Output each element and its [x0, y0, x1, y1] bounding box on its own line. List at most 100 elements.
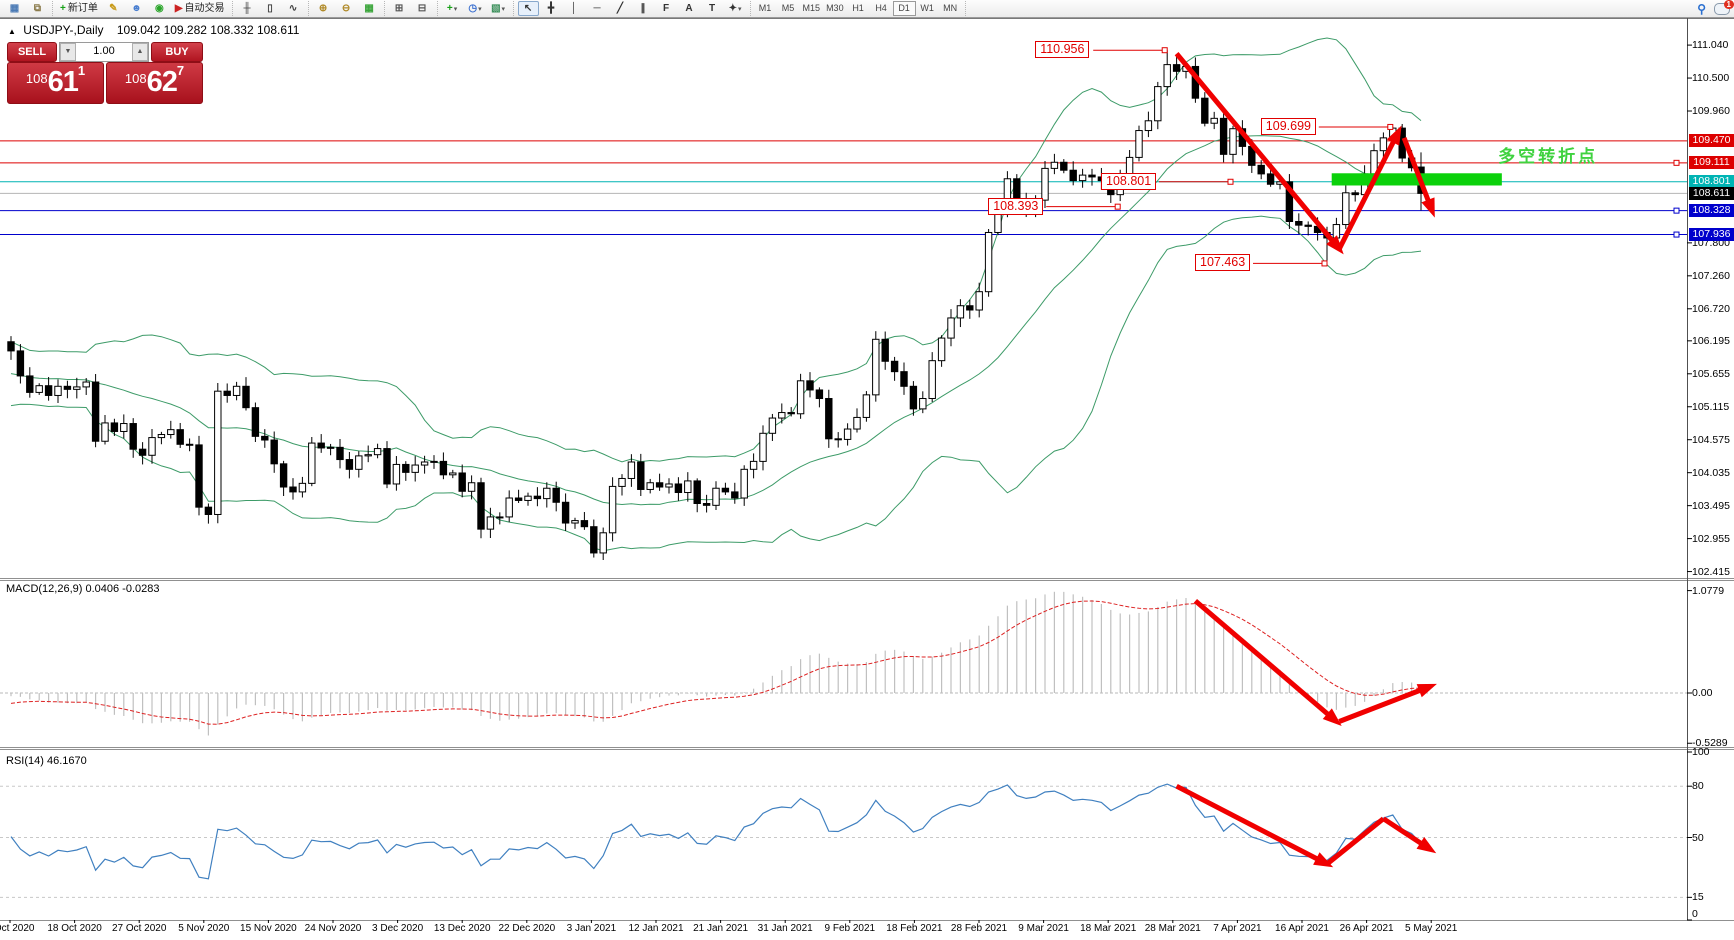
bar-chart-icon[interactable]: ╫ — [237, 1, 258, 16]
one-click-trading-panel: SELL ▼ 1.00 ▲ BUY 108611 108627 — [7, 42, 203, 104]
toolbar-group: + 新订单 ✎ ☻ ◉ ▶ 自动交易 — [53, 1, 233, 16]
dropdown-caret-icon[interactable]: ▾ — [737, 6, 742, 13]
date-tick-label: 13 Dec 2020 — [433, 923, 491, 934]
timeframe-m5[interactable]: M5 — [781, 3, 795, 13]
trendline-icon[interactable]: ╱ — [610, 1, 631, 16]
profiles-icon: ⧉ — [33, 3, 42, 14]
toolbar-group: ╫ ▯ ∿ — [233, 1, 309, 16]
shapes-icon: ✦ — [728, 3, 737, 14]
new-chart-icon[interactable]: ▦ — [4, 1, 25, 16]
sell-price-button[interactable]: 108611 — [7, 62, 104, 104]
timeframe-w1[interactable]: W1 — [920, 3, 934, 13]
volume-down-button[interactable]: ▼ — [60, 43, 76, 61]
periods-button: ◷ — [468, 3, 478, 14]
price-label[interactable]: 108.393 — [988, 197, 1044, 215]
price-tick-label: 109.960 — [1692, 105, 1730, 117]
chat-icon[interactable]: 1 — [1714, 0, 1734, 15]
date-tick-label: 18 Oct 2020 — [47, 923, 102, 934]
shapes-icon[interactable]: ✦▾ — [725, 1, 746, 16]
volume-stepper: ▼ 1.00 ▲ — [59, 42, 149, 62]
price-line-label: 108.801 — [1689, 175, 1734, 189]
date-tick-label: 24 Nov 2020 — [304, 923, 362, 934]
macd-signal-line — [10, 600, 1422, 725]
crosshair-icon[interactable]: ╋ — [541, 1, 562, 16]
dropdown-caret-icon[interactable]: ▾ — [501, 6, 506, 13]
autotrading-button[interactable]: ▶ 自动交易 — [172, 1, 228, 16]
fibonacci-icon[interactable]: F — [656, 1, 677, 16]
equidistant-channel-icon[interactable]: ∥ — [633, 1, 654, 16]
price-hline[interactable] — [0, 231, 1687, 238]
price-label[interactable]: 107.463 — [1195, 254, 1251, 272]
bollinger-bands — [10, 37, 1422, 552]
toolbar-group: ⊕ ⊖ ▦ — [309, 1, 385, 16]
timeframe-h1[interactable]: H1 — [852, 3, 864, 13]
text-icon[interactable]: A — [679, 1, 700, 16]
volume-up-button[interactable]: ▲ — [132, 43, 148, 61]
timeframe-h4[interactable]: H4 — [875, 3, 887, 13]
line-chart-icon[interactable]: ∿ — [283, 1, 304, 16]
vertical-line-icon[interactable]: │ — [564, 1, 585, 16]
timeframe-d1[interactable]: D1 — [892, 1, 916, 16]
price-label[interactable]: 108.801 — [1101, 172, 1157, 190]
horizontal-line-icon[interactable]: ─ — [587, 1, 608, 16]
main-toolbar[interactable]: ▦ ⧉ + 新订单 ✎ ☻ ◉ ▶ 自动交易 ╫ ▯ ∿ ⊕ ⊖ ▦ ⊞ ⊟ +▾ ◷▾ ▧▾ ↖ ╋ │ ─ ╱ ∥ F A T ✦▾ M… — [0, 0, 1734, 18]
date-tick-label: 7 Apr 2021 — [1213, 923, 1262, 934]
crosshair-icon: ╋ — [548, 3, 555, 14]
price-hline[interactable] — [0, 207, 1687, 214]
candlestick-icon[interactable]: ▯ — [260, 1, 281, 16]
volume-field[interactable]: 1.00 — [93, 45, 115, 57]
cursor-icon: ↖ — [523, 3, 533, 14]
sell-button[interactable]: SELL — [7, 42, 57, 62]
profiles-icon[interactable]: ⧉ — [27, 1, 48, 16]
rsi-line — [10, 783, 1422, 880]
dropdown-caret-icon[interactable]: ▾ — [453, 6, 458, 13]
signals-icon[interactable]: ◉ — [149, 1, 170, 16]
search-icon[interactable]: ⚲ — [1697, 1, 1706, 16]
templates-button: ▧ — [491, 3, 501, 14]
metaeditor-icon[interactable]: ✎ — [103, 1, 124, 16]
separate-window-icon: ⊟ — [417, 3, 427, 14]
sell-price-big: 61 — [47, 66, 79, 98]
price-label[interactable]: 110.956 — [1035, 41, 1090, 59]
separate-window-icon[interactable]: ⊟ — [412, 1, 433, 16]
dropdown-caret-icon[interactable]: ▾ — [478, 6, 482, 13]
community-icon: ☻ — [131, 3, 142, 14]
toolbar-group: ↖ ╋ │ ─ ╱ ∥ F A T ✦▾ — [514, 1, 751, 16]
timeframe-m30[interactable]: M30 — [826, 3, 844, 13]
trend-arrows[interactable] — [1174, 52, 1437, 868]
indicator-window-icon[interactable]: ⊞ — [389, 1, 410, 16]
date-tick-label: 31 Jan 2021 — [757, 923, 813, 934]
zoom-in-icon[interactable]: ⊕ — [313, 1, 334, 16]
tile-windows-icon[interactable]: ▦ — [359, 1, 380, 16]
sell-price-base: 108 — [25, 71, 48, 86]
date-tick-label: 15 Nov 2020 — [240, 923, 297, 934]
macd-tick-label: 1.0779 — [1692, 584, 1725, 597]
tile-windows-icon: ▦ — [364, 3, 374, 14]
horizontal-level-lines[interactable] — [0, 140, 1687, 238]
add-indicator-button[interactable]: +▾ — [442, 1, 463, 16]
price-label[interactable]: 109.699 — [1260, 117, 1316, 135]
community-icon[interactable]: ☻ — [126, 1, 147, 16]
macd-histogram — [10, 591, 1422, 736]
zoom-out-icon[interactable]: ⊖ — [336, 1, 357, 16]
collapse-panel-icon[interactable]: ▲ — [8, 27, 16, 36]
trendline-icon: ╱ — [617, 3, 624, 14]
periods-button[interactable]: ◷▾ — [465, 1, 486, 16]
price-tick-label: 103.495 — [1692, 499, 1730, 512]
timeframe-m15[interactable]: M15 — [802, 3, 821, 13]
date-tick-label: 5 Nov 2020 — [178, 923, 230, 934]
timeframe-mn[interactable]: MN — [943, 3, 958, 13]
buy-price-button[interactable]: 108627 — [106, 62, 203, 104]
text-icon: A — [685, 3, 693, 14]
date-tick-label: 5 May 2021 — [1405, 923, 1458, 934]
cursor-icon[interactable]: ↖ — [517, 1, 539, 16]
horizontal-line-icon: ─ — [593, 3, 601, 14]
templates-button[interactable]: ▧▾ — [488, 1, 509, 16]
text-label-icon[interactable]: T — [702, 1, 723, 16]
buy-button[interactable]: BUY — [151, 42, 203, 62]
new-order-button[interactable]: + 新订单 — [57, 1, 101, 16]
price-hline[interactable] — [0, 159, 1687, 166]
symbol-period-label: USDJPY-,Daily — [23, 23, 104, 37]
timeframe-m1[interactable]: M1 — [758, 3, 772, 13]
turning-point-note[interactable]: 多空转折点 — [1498, 147, 1599, 167]
